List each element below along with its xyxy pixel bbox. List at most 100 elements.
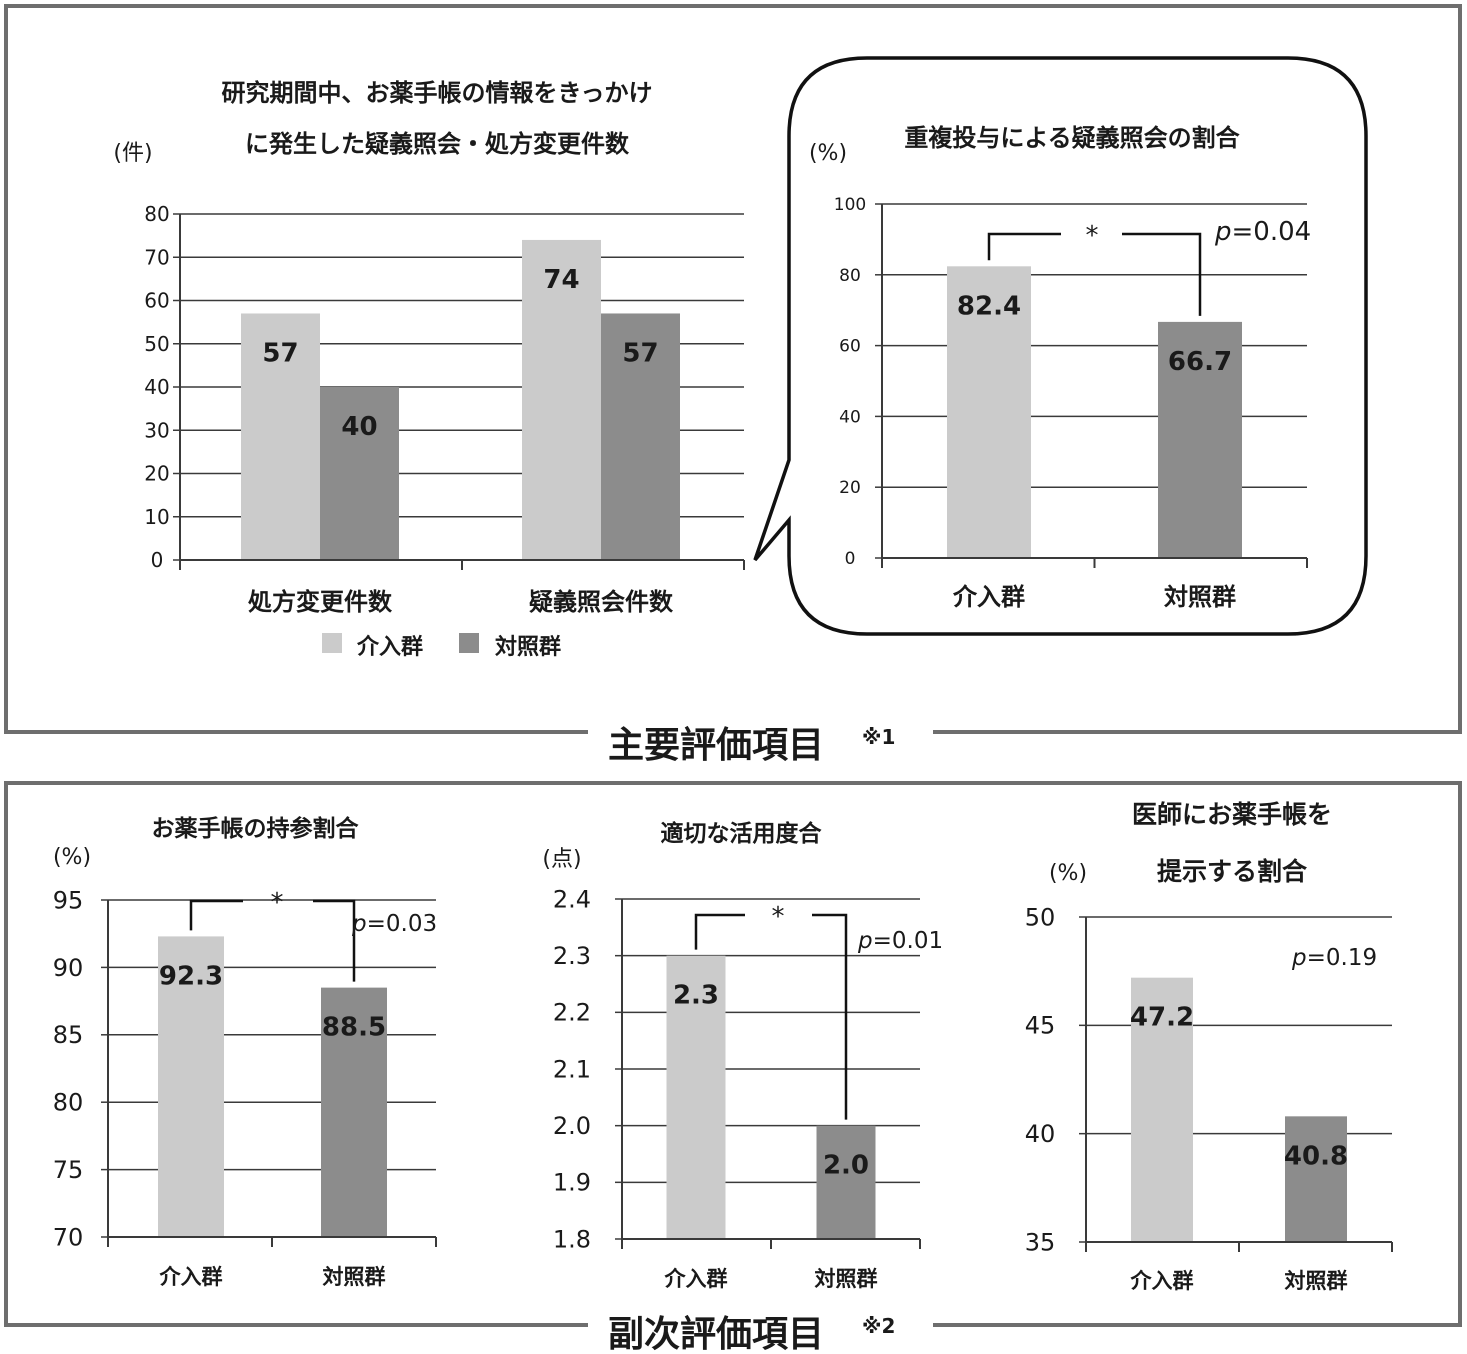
y-axis-label: (件) xyxy=(113,141,152,166)
chart-title: お薬手帳の持参割合 xyxy=(152,815,360,842)
y-axis-label: (%) xyxy=(809,141,847,166)
secondary-label-gap xyxy=(588,1315,933,1335)
y-tick-label: 50 xyxy=(1025,903,1056,931)
p-symbol: p xyxy=(1291,945,1307,971)
p-symbol: p xyxy=(1214,217,1232,247)
p-symbol: p xyxy=(351,911,367,937)
y-tick-label: 30 xyxy=(144,418,169,442)
y-tick-label: 60 xyxy=(839,337,861,357)
chart-title: 重複投与による疑義照会の割合 xyxy=(904,124,1240,152)
secondary-section-note: ※2 xyxy=(862,1314,895,1338)
y-tick-label: 1.9 xyxy=(553,1169,591,1197)
significance-bracket xyxy=(189,899,356,982)
y-tick-label: 0 xyxy=(151,548,164,572)
y-tick-label: 2.0 xyxy=(553,1112,591,1140)
data-label: 88.5 xyxy=(322,1013,386,1043)
secondary-section-label: 副次評価項目 xyxy=(608,1314,824,1354)
x-category-label: 処方変更件数 xyxy=(248,588,393,616)
y-tick-label: 70 xyxy=(53,1223,84,1251)
x-category-label: 対照群 xyxy=(1164,583,1236,611)
y-tick-label: 100 xyxy=(834,195,866,215)
callout-bubble xyxy=(753,56,1368,636)
y-tick-label: 80 xyxy=(53,1089,84,1117)
p-value: =0.19 xyxy=(1307,945,1377,971)
data-label: 2.0 xyxy=(823,1151,869,1181)
y-tick-label: 40 xyxy=(144,375,169,399)
y-axis-label: (点) xyxy=(542,847,581,872)
chart-title: に発生した疑義照会・処方変更件数 xyxy=(245,130,630,158)
primary-section-label: 主要評価項目 xyxy=(608,725,824,766)
bar xyxy=(816,1125,876,1239)
y-axis-label: (%) xyxy=(53,845,91,870)
legend-swatch-control xyxy=(459,633,479,653)
bar xyxy=(522,239,601,560)
y-tick-label: 40 xyxy=(1025,1120,1056,1148)
data-label: 92.3 xyxy=(159,961,223,991)
data-label: 66.7 xyxy=(1168,347,1232,377)
significance-mark: * xyxy=(772,902,785,932)
bar xyxy=(321,987,387,1237)
y-tick-label: 80 xyxy=(144,202,169,226)
significance-bracket xyxy=(694,913,848,1120)
chart-title: 提示する割合 xyxy=(1157,857,1308,886)
bar xyxy=(1131,977,1193,1242)
primary-section-note: ※1 xyxy=(862,725,895,749)
y-axis-label: (%) xyxy=(1049,861,1087,886)
y-tick-label: 85 xyxy=(53,1021,84,1049)
chart-title: 適切な活用度合 xyxy=(661,820,823,847)
y-tick-label: 45 xyxy=(1025,1012,1056,1040)
y-tick-label: 40 xyxy=(839,407,861,427)
y-tick-label: 2.2 xyxy=(553,999,591,1027)
x-category-label: 介入群 xyxy=(159,1265,223,1289)
legend-swatch-intervention xyxy=(322,633,342,653)
y-tick-label: 0 xyxy=(845,549,856,569)
chart-bar-duplicate-inquiry-rate: 重複投与による疑義照会の割合 (%) 0 20 40 60 80 100 82.4 介入群 66.7… xyxy=(809,124,1311,611)
y-tick-label: 2.1 xyxy=(553,1055,591,1083)
y-tick-label: 95 xyxy=(53,886,84,914)
x-category-label: 対照群 xyxy=(323,1265,386,1289)
y-tick-label: 10 xyxy=(144,505,169,529)
y-tick-label: 1.8 xyxy=(553,1225,591,1253)
primary-label-gap xyxy=(588,722,933,742)
x-category-label: 介入群 xyxy=(952,583,1025,611)
significance-mark: * xyxy=(1086,221,1099,251)
data-label: 74 xyxy=(543,265,579,295)
data-label: 40.8 xyxy=(1284,1141,1348,1171)
y-tick-label: 2.3 xyxy=(553,942,591,970)
y-tick-label: 90 xyxy=(53,954,84,982)
y-tick-label: 80 xyxy=(839,266,861,286)
bar xyxy=(320,387,399,560)
y-tick-label: 50 xyxy=(144,332,169,356)
data-label: 40 xyxy=(341,412,377,442)
x-category-label: 介入群 xyxy=(1130,1269,1194,1293)
x-category-label: 疑義照会件数 xyxy=(529,588,674,616)
chart-title: 医師にお薬手帳を xyxy=(1132,800,1332,829)
y-tick-label: 20 xyxy=(144,462,169,486)
chart-bar-notebook-carry-rate: お薬手帳の持参割合 (%) 70 75 80 85 90 95 92.3 介入群 88.5 対照群 * p… xyxy=(53,815,437,1289)
x-category-label: 介入群 xyxy=(664,1267,728,1291)
data-label: 47.2 xyxy=(1130,1003,1194,1033)
chart-bar-appropriate-use-score: 適切な活用度合 (点) 1.8 1.9 2.0 2.1 2.2 2.3 2.4 2.3 介入群 2.0… xyxy=(542,820,943,1291)
data-label: 2.3 xyxy=(673,981,719,1011)
p-value-label: p=0.19 xyxy=(1291,945,1377,971)
bar xyxy=(601,313,680,560)
legend-label-control: 対照群 xyxy=(495,634,561,660)
bar xyxy=(666,955,726,1239)
bar xyxy=(1158,321,1242,558)
p-value-label: p=0.03 xyxy=(351,911,437,937)
p-value: =0.03 xyxy=(367,911,437,937)
data-label: 82.4 xyxy=(957,291,1021,321)
bar xyxy=(1285,1116,1347,1242)
chart-title: 研究期間中、お薬手帳の情報をきっかけ xyxy=(221,79,652,107)
bar xyxy=(241,313,320,560)
x-category-label: 対照群 xyxy=(815,1267,878,1291)
y-tick-label: 2.4 xyxy=(553,885,591,913)
y-tick-label: 70 xyxy=(144,245,169,269)
y-tick-label: 60 xyxy=(144,289,169,313)
y-tick-label: 20 xyxy=(839,478,861,498)
legend-label-intervention: 介入群 xyxy=(356,634,423,660)
significance-mark: * xyxy=(271,888,284,918)
